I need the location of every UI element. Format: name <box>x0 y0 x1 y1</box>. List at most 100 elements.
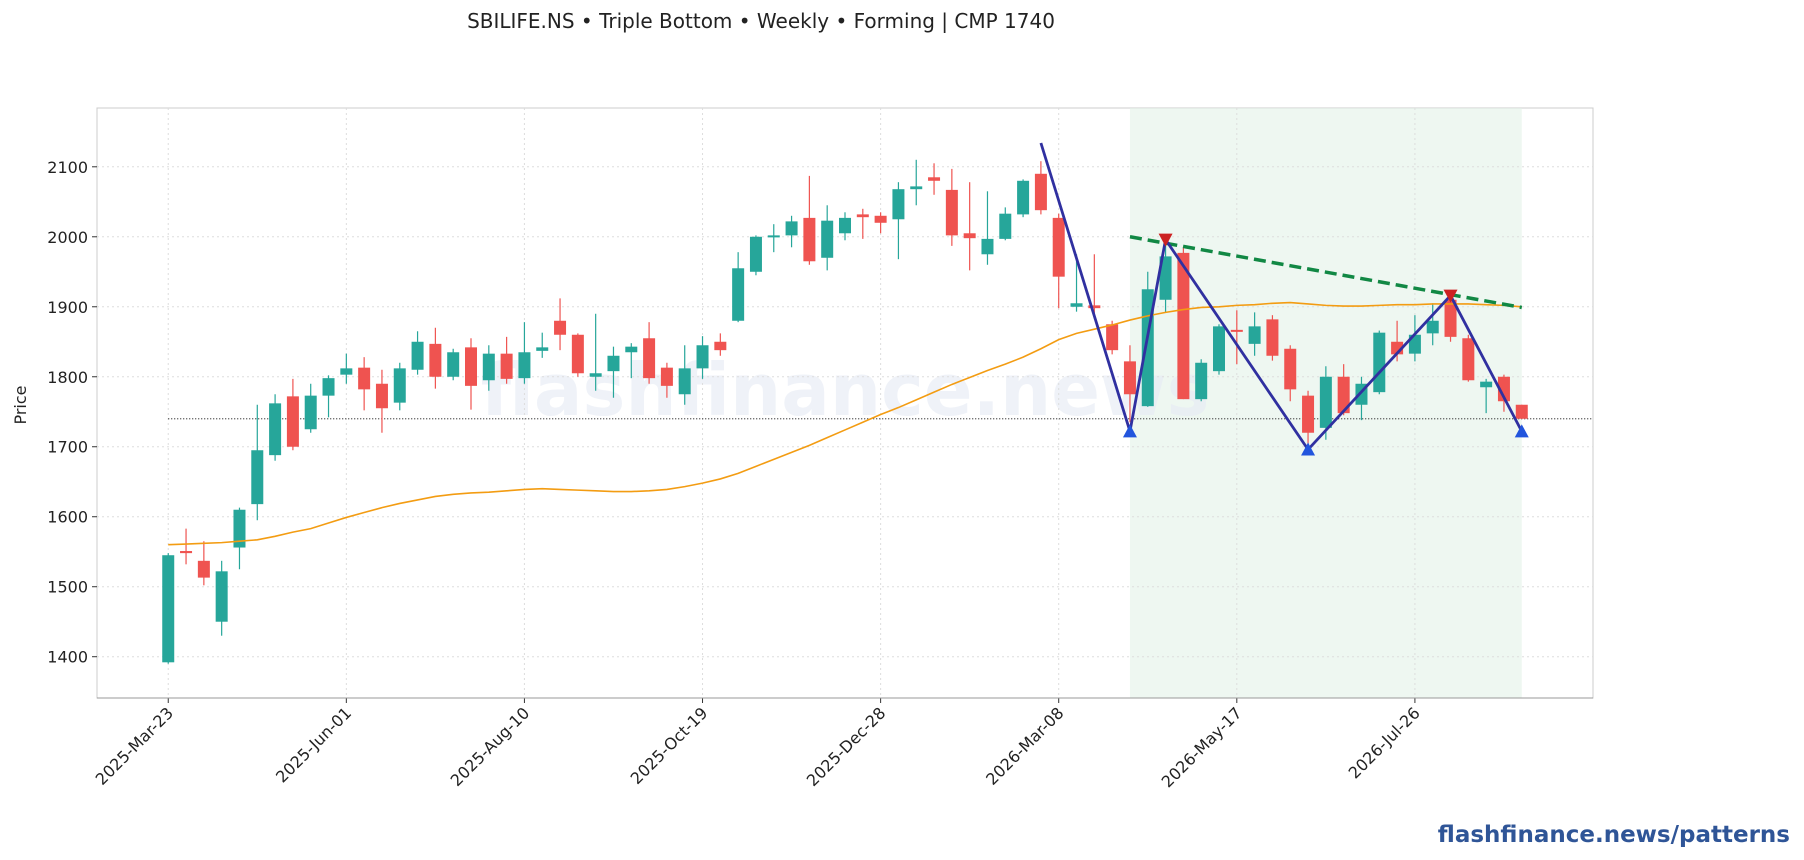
candle-body <box>999 213 1012 239</box>
candle-body <box>1515 404 1528 419</box>
candle-body <box>839 217 851 234</box>
chart-title: SBILIFE.NS • Triple Bottom • Weekly • Fo… <box>467 9 1055 33</box>
candle-body <box>821 220 834 258</box>
candle-body <box>322 378 335 396</box>
candle-body <box>1266 319 1279 356</box>
candle-body <box>162 555 175 663</box>
y-tick-label: 1600 <box>47 508 88 527</box>
peak-marker <box>1443 289 1458 303</box>
candle-body <box>1123 361 1136 395</box>
candle-body <box>465 347 477 386</box>
candle-body <box>518 352 531 379</box>
candle-body <box>429 343 442 377</box>
candle-body <box>1017 180 1030 215</box>
candle-body <box>625 346 638 353</box>
footer: flashfinance.news/patterns <box>1438 822 1790 848</box>
candle-body <box>358 367 371 390</box>
candle-body <box>1052 217 1065 277</box>
x-tick-label: 2026-Mar-08 <box>982 703 1067 788</box>
candle-body <box>197 560 210 578</box>
candle-body <box>607 355 620 372</box>
candle-body <box>874 215 887 223</box>
candle-body <box>571 334 584 374</box>
y-tick-label: 2100 <box>47 158 88 177</box>
candle-body <box>945 189 958 236</box>
watermark: flashfinance.news <box>481 348 1210 432</box>
trough-marker <box>1514 424 1529 438</box>
candle-body <box>180 551 193 554</box>
candle-body <box>1106 324 1119 351</box>
candle-body <box>536 347 549 351</box>
candle-body <box>1213 326 1225 372</box>
candle-body <box>643 338 656 379</box>
candle-body <box>393 368 406 403</box>
y-tick-label: 1400 <box>47 648 88 667</box>
trough-marker <box>1301 442 1316 456</box>
candle-body <box>340 368 353 375</box>
candle-body <box>251 450 264 505</box>
candle-body <box>1408 334 1421 354</box>
candle-body <box>215 571 228 622</box>
trough-marker <box>1122 424 1137 438</box>
candle-body <box>1248 326 1261 344</box>
candle-body <box>447 352 460 377</box>
candle-body <box>589 373 602 377</box>
pattern-line <box>1039 142 1523 452</box>
candle-body <box>375 383 388 409</box>
candle-body <box>1070 303 1083 307</box>
candle-body <box>1177 252 1190 400</box>
candle-body <box>892 189 905 220</box>
candle-body <box>963 233 976 239</box>
candle-body <box>785 221 798 236</box>
candle-body <box>714 341 727 351</box>
candle-body <box>1230 329 1243 332</box>
candle-body <box>1034 173 1047 211</box>
candle-body <box>500 353 513 379</box>
candle-body <box>856 214 869 218</box>
y-axis-label: Price <box>11 385 30 424</box>
x-tick-label: 2025-Dec-28 <box>803 703 890 790</box>
candle-body <box>910 186 923 190</box>
x-tick-label: 2025-Oct-19 <box>627 703 712 788</box>
candle-body <box>678 368 691 395</box>
y-tick-label: 2000 <box>47 228 88 247</box>
y-tick-label: 1500 <box>47 578 88 597</box>
x-tick-label: 2025-Mar-23 <box>92 703 177 788</box>
candle-body <box>660 367 673 386</box>
candle-body <box>1088 305 1101 309</box>
candle-body <box>1480 381 1493 388</box>
candle-body <box>696 345 709 369</box>
peak-marker <box>1158 233 1173 247</box>
moving-average <box>168 301 1522 546</box>
candle-body <box>411 341 424 370</box>
candle-body <box>981 238 994 255</box>
x-tick-label: 2025-Aug-10 <box>447 703 534 790</box>
x-tick-label: 2026-May-17 <box>1158 703 1246 791</box>
candle-body <box>304 395 317 430</box>
candle-body <box>1319 376 1332 428</box>
candle-body <box>554 320 567 335</box>
resistance-line <box>1129 235 1523 310</box>
candle-body <box>1373 332 1386 393</box>
candle-body <box>1284 348 1297 390</box>
candle-body <box>269 403 282 456</box>
y-tick-label: 1800 <box>47 368 88 387</box>
candle-body <box>286 396 299 447</box>
candle-body <box>233 509 246 548</box>
candle-body <box>1159 256 1172 300</box>
candle-body <box>1444 299 1457 337</box>
candle-body <box>482 353 495 381</box>
candle-body <box>928 177 941 181</box>
candle-body <box>749 236 762 272</box>
x-tick-label: 2025-Jun-01 <box>272 703 355 786</box>
y-tick-label: 1700 <box>47 438 88 457</box>
candle-body <box>1337 376 1350 414</box>
candle-body <box>1462 338 1475 381</box>
x-tick-label: 2026-Jul-26 <box>1345 703 1424 782</box>
y-tick-label: 1900 <box>47 298 88 317</box>
candle-body <box>767 235 780 238</box>
candle-body <box>1302 395 1315 433</box>
candle-body <box>1195 362 1208 400</box>
candle-body <box>1497 376 1510 402</box>
